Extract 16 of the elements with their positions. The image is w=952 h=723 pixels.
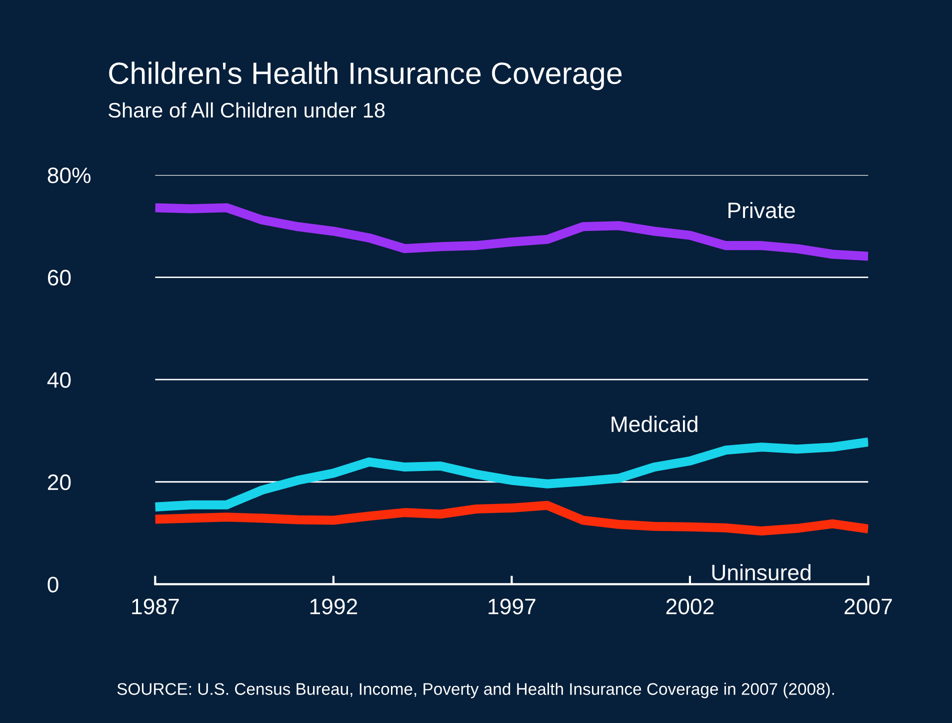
x-tick-label: 1997 [488,598,536,614]
y-tick-label: 20 [48,474,71,490]
x-tick-label: 2002 [666,598,714,614]
y-tick-label: 40 [47,372,71,388]
source-note: SOURCE: U.S. Census Bureau, Income, Poverty and Health Insurance Coverage in 2007 (2008). [117,682,834,698]
chart-subtitle: Share of All Children under 18 [108,102,385,118]
y-tick-label: 80% [48,168,91,184]
y-tick-label: 60 [48,270,71,286]
series-label: Medicaid [612,416,698,432]
x-tick-label: 2007 [844,598,892,614]
x-tick-label: 1987 [132,598,179,614]
y-tick-label: 0 [48,576,58,592]
chart-title: Children's Health Insurance Coverage [109,62,622,90]
series-label: Uninsured [712,564,810,580]
x-tick-label: 1992 [310,598,358,614]
series-label: Private [728,202,795,218]
